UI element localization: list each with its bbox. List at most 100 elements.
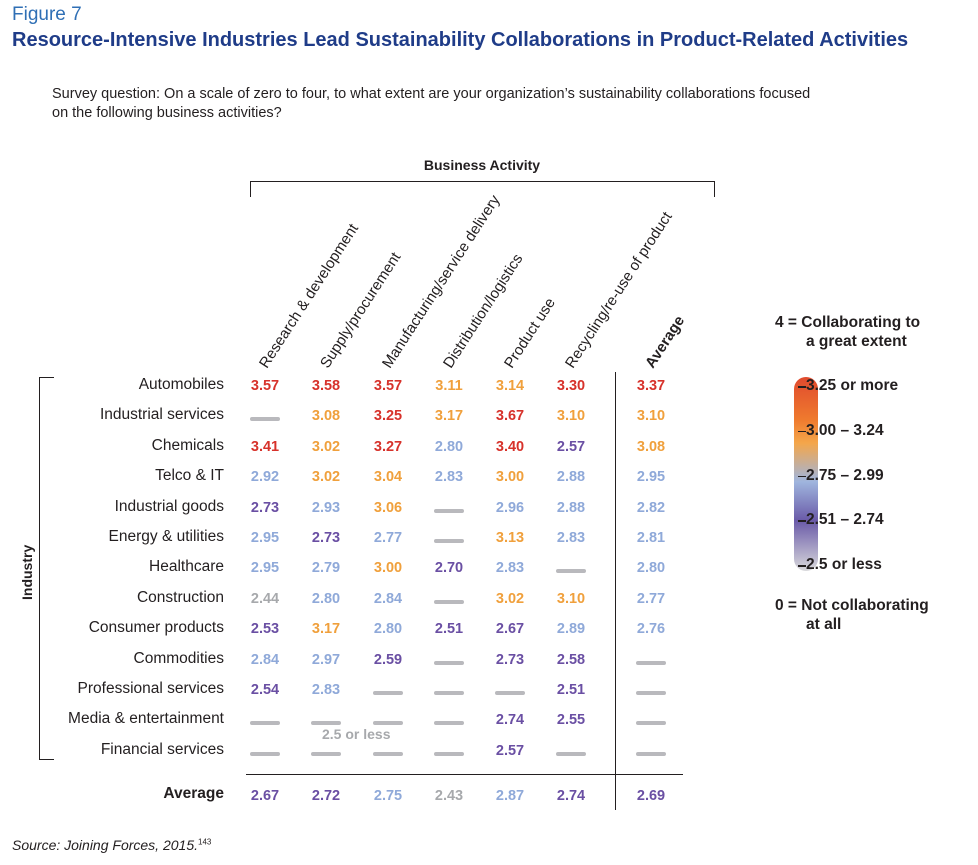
table-cell: 3.10 bbox=[556, 590, 586, 607]
row-label: Telco & IT bbox=[155, 467, 224, 485]
table-cell: 2.70 bbox=[434, 560, 464, 577]
no-data-dash bbox=[434, 599, 464, 604]
row-label: Consumer products bbox=[88, 619, 224, 637]
legend-top: 4 = Collaborating to a great extent bbox=[775, 313, 920, 351]
row-label: Healthcare bbox=[149, 558, 224, 576]
legend-tick bbox=[798, 430, 806, 433]
legend-tick bbox=[798, 386, 806, 388]
no-data-dash bbox=[434, 751, 464, 756]
table-cell: 2.96 bbox=[495, 499, 525, 516]
row-label: Media & entertainment bbox=[68, 710, 224, 728]
no-data-dash bbox=[556, 751, 586, 756]
row-label: Professional services bbox=[77, 680, 224, 697]
table-cell: 3.00 bbox=[373, 560, 403, 577]
table-cell: 2.57 bbox=[556, 438, 586, 455]
table-cell: 3.17 bbox=[311, 621, 341, 638]
average-cell: 2.67 bbox=[250, 788, 280, 804]
table-cell: 2.80 bbox=[373, 621, 403, 638]
row-label: Commodities bbox=[133, 649, 224, 667]
no-data-dash bbox=[434, 691, 464, 695]
no-data-dash bbox=[495, 691, 525, 695]
table-cell: 2.83 bbox=[311, 682, 341, 698]
table-cell: 3.37 bbox=[636, 378, 666, 394]
table-cell: 3.57 bbox=[250, 378, 280, 394]
table-cell: 3.58 bbox=[311, 378, 341, 394]
table-cell: 3.41 bbox=[250, 438, 280, 455]
table-cell: 2.55 bbox=[556, 712, 586, 729]
table-cell: 2.58 bbox=[556, 651, 586, 668]
legend-bottom-line1: 0 = Not collaborating bbox=[775, 597, 929, 614]
table-cell: 2.77 bbox=[636, 590, 666, 607]
table-cell: 2.92 bbox=[250, 469, 280, 486]
table-cell: 2.84 bbox=[250, 651, 280, 668]
table-cell: 2.89 bbox=[556, 621, 586, 638]
table-cell: 2.88 bbox=[556, 469, 586, 486]
table-cell: 2.95 bbox=[250, 560, 280, 577]
table-cell: 2.80 bbox=[434, 438, 464, 455]
table-cell: 2.83 bbox=[556, 530, 586, 546]
no-data-dash bbox=[556, 569, 586, 574]
average-cell: 2.75 bbox=[373, 788, 403, 804]
source-note: Source: Joining Forces, 2015.143 bbox=[12, 837, 211, 853]
no-data-dash bbox=[250, 721, 280, 726]
table-cell: 3.04 bbox=[373, 469, 403, 486]
no-data-dash bbox=[311, 751, 341, 756]
table-cell: 2.95 bbox=[636, 469, 666, 486]
table-cell: 3.13 bbox=[495, 530, 525, 546]
average-cell: 2.69 bbox=[636, 788, 666, 804]
table-cell: 3.02 bbox=[495, 590, 525, 607]
table-cell: 3.00 bbox=[495, 469, 525, 486]
table-cell: 2.51 bbox=[434, 621, 464, 638]
table-cell: 2.97 bbox=[311, 651, 341, 668]
table-cell: 2.76 bbox=[636, 621, 666, 638]
no-data-dash bbox=[434, 660, 464, 665]
dash-note: 2.5 or less bbox=[322, 726, 391, 742]
table-cell: 3.67 bbox=[495, 408, 525, 425]
table-cell: 2.51 bbox=[556, 682, 586, 698]
no-data-dash bbox=[636, 660, 666, 665]
no-data-dash bbox=[434, 508, 464, 513]
table-cell: 2.83 bbox=[434, 469, 464, 486]
legend-color-bar bbox=[794, 377, 818, 571]
table-cell: 2.81 bbox=[636, 530, 666, 546]
legend-top-line2: a great extent bbox=[806, 333, 907, 350]
chart-title: Resource-Intensive Industries Lead Susta… bbox=[12, 29, 909, 51]
average-cell: 2.74 bbox=[556, 788, 586, 804]
table-cell: 3.02 bbox=[311, 469, 341, 486]
table-cell: 2.77 bbox=[373, 530, 403, 546]
table-cell: 2.88 bbox=[556, 499, 586, 516]
legend-tier-label: 2.75 – 2.99 bbox=[806, 466, 884, 484]
row-label: Industrial goods bbox=[114, 497, 224, 515]
table-cell: 2.82 bbox=[636, 499, 666, 516]
table-cell: 2.79 bbox=[311, 560, 341, 577]
table-cell: 3.27 bbox=[373, 438, 403, 455]
table-cell: 2.93 bbox=[311, 499, 341, 516]
table-cell: 2.80 bbox=[636, 560, 666, 577]
table-cell: 3.14 bbox=[495, 378, 525, 394]
no-data-dash bbox=[373, 721, 403, 726]
row-label: Automobiles bbox=[138, 376, 224, 393]
column-group-label: Business Activity bbox=[423, 157, 541, 173]
no-data-dash bbox=[373, 751, 403, 756]
table-cell: 3.40 bbox=[495, 438, 525, 455]
no-data-dash bbox=[636, 721, 666, 726]
no-data-dash bbox=[434, 721, 464, 726]
source-ref: 143 bbox=[198, 837, 212, 847]
average-cell: 2.43 bbox=[434, 788, 464, 804]
table-cell: 2.74 bbox=[495, 712, 525, 729]
table-cell: 2.44 bbox=[250, 590, 280, 607]
legend-tier-label: 3.25 or more bbox=[806, 377, 899, 394]
row-label: Financial services bbox=[100, 740, 224, 758]
legend-tick bbox=[798, 565, 806, 567]
figure-label: Figure 7 bbox=[12, 4, 82, 25]
table-cell: 2.67 bbox=[495, 621, 525, 638]
average-cell: 2.72 bbox=[311, 788, 341, 804]
legend-tier-label: 3.00 – 3.24 bbox=[806, 421, 884, 439]
no-data-dash bbox=[311, 721, 341, 726]
column-bracket bbox=[250, 181, 715, 197]
table-cell: 2.83 bbox=[495, 560, 525, 577]
average-row-label: Average bbox=[163, 785, 224, 802]
table-cell: 2.59 bbox=[373, 651, 403, 668]
row-label: Construction bbox=[136, 588, 224, 606]
